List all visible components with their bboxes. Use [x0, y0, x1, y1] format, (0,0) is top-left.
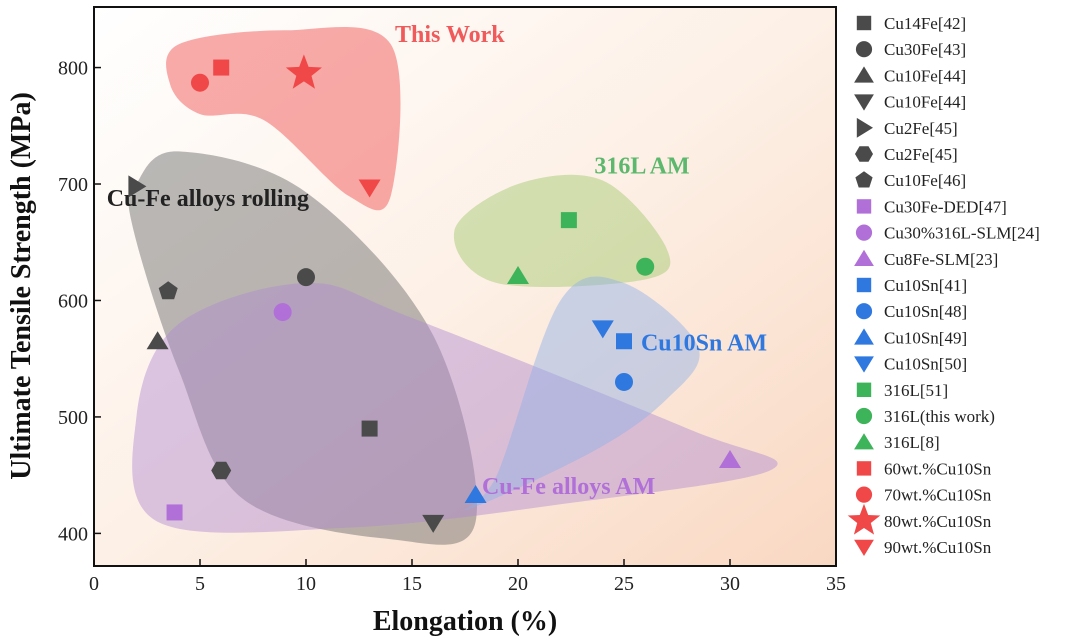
- x-axis: 0 5 10 15 20 25 30 35: [89, 559, 846, 595]
- point-3-0: [422, 514, 445, 533]
- region-label-3: Cu-Fe alloys AM: [482, 474, 655, 500]
- legend-marker-18: [855, 486, 873, 503]
- y-axis-title: Ultimate Tensile Strength (MPa): [6, 92, 37, 480]
- legend-marker-19: [847, 503, 881, 535]
- x-tick-label: 0: [89, 573, 99, 595]
- legend-marker-17: [856, 461, 872, 476]
- x-axis-title: Elongation (%): [373, 606, 557, 637]
- point-11-0: [615, 372, 633, 391]
- legend-label-2: Cu10Fe[44]: [884, 66, 966, 85]
- point-16-0: [507, 266, 529, 285]
- point-2-0: [146, 331, 169, 350]
- legend-label-6: Cu10Fe[46]: [884, 171, 966, 190]
- point-1-0: [297, 268, 315, 287]
- point-7-0: [166, 504, 183, 521]
- x-tick-label: 15: [402, 573, 422, 595]
- region-2: [128, 151, 477, 545]
- point-12-0: [464, 484, 487, 503]
- data-points: [128, 54, 741, 533]
- legend-marker-15: [855, 407, 873, 425]
- legend-marker-14: [856, 382, 872, 397]
- point-0-0: [361, 420, 378, 437]
- legend-label-12: Cu10Sn[49]: [884, 328, 967, 347]
- legend-marker-0: [856, 15, 872, 31]
- legend-marker-5: [855, 146, 873, 162]
- region-3: [132, 282, 778, 533]
- region-1: [453, 174, 671, 288]
- legend-marker-10: [856, 277, 872, 293]
- legend-marker-16: [854, 433, 874, 450]
- point-13-0: [591, 320, 614, 339]
- legend-label-19: 80wt.%Cu10Sn: [884, 512, 992, 531]
- legend-label-4: Cu2Fe[45]: [884, 119, 958, 138]
- legend-label-14: 316L[51]: [884, 381, 948, 400]
- legend-label-17: 60wt.%Cu10Sn: [884, 459, 992, 478]
- x-tick-label: 30: [720, 573, 740, 595]
- region-label-2: Cu-Fe alloys rolling: [107, 186, 309, 212]
- y-tick-label: 500: [58, 407, 88, 429]
- legend-label-8: Cu30%316L-SLM[24]: [884, 224, 1040, 243]
- y-tick-label: 800: [58, 58, 88, 80]
- point-5-0: [211, 461, 232, 480]
- x-tick-label: 5: [195, 573, 205, 595]
- legend-label-10: Cu10Sn[41]: [884, 276, 967, 295]
- x-tick-label: 10: [296, 573, 316, 595]
- point-15-0: [636, 257, 655, 276]
- legend-marker-9: [854, 249, 874, 266]
- region-label-0: This Work: [395, 22, 505, 48]
- legend-label-9: Cu8Fe-SLM[23]: [884, 250, 998, 269]
- plot-frame: [93, 6, 837, 567]
- legend-marker-4: [856, 117, 873, 138]
- region-label-4: Cu10Sn AM: [641, 331, 767, 357]
- legend-label-15: 316L(this work): [884, 407, 995, 426]
- legend-label-1: Cu30Fe[43]: [884, 40, 966, 59]
- legend-label-0: Cu14Fe[42]: [884, 14, 966, 33]
- legend-marker-20: [854, 539, 874, 556]
- y-tick-label: 400: [58, 523, 88, 545]
- legend-label-20: 90wt.%Cu10Sn: [884, 538, 992, 557]
- legend-marker-7: [856, 199, 872, 214]
- y-tick-label: 700: [58, 174, 88, 196]
- y-axis: 400 500 600 700 800: [58, 58, 101, 545]
- point-4-0: [128, 175, 147, 198]
- point-20-0: [358, 179, 381, 198]
- point-6-0: [158, 281, 178, 300]
- legend-marker-6: [855, 171, 873, 188]
- x-tick-label: 35: [826, 573, 846, 595]
- legend: Cu14Fe[42] Cu30Fe[43] Cu10Fe[44] Cu10Fe[44]…: [847, 14, 1040, 557]
- point-18-0: [191, 73, 209, 92]
- legend-marker-8: [855, 224, 873, 241]
- legend-label-11: Cu10Sn[48]: [884, 302, 967, 321]
- legend-marker-1: [855, 41, 873, 58]
- point-10-0: [616, 333, 632, 350]
- legend-marker-13: [854, 356, 874, 373]
- legend-marker-11: [855, 303, 873, 320]
- legend-marker-2: [854, 66, 874, 83]
- point-14-0: [560, 212, 577, 229]
- legend-marker-3: [854, 94, 874, 111]
- regions: [128, 26, 778, 545]
- legend-label-5: Cu2Fe[45]: [884, 145, 958, 164]
- legend-label-18: 70wt.%Cu10Sn: [884, 486, 992, 505]
- legend-label-16: 316L[8]: [884, 433, 940, 452]
- legend-label-3: Cu10Fe[44]: [884, 93, 966, 112]
- region-4: [460, 276, 700, 512]
- legend-label-13: Cu10Sn[50]: [884, 355, 967, 374]
- x-tick-label: 20: [508, 573, 528, 595]
- point-17-0: [213, 59, 230, 76]
- region-label-1: 316L AM: [594, 154, 689, 180]
- y-tick-label: 600: [58, 290, 88, 312]
- x-tick-label: 25: [614, 573, 634, 595]
- legend-label-7: Cu30Fe-DED[47]: [884, 197, 1007, 216]
- point-19-0: [285, 54, 322, 89]
- point-8-0: [273, 303, 292, 322]
- point-9-0: [719, 450, 741, 469]
- region-labels: This Work 316L AM Cu-Fe alloys rolling Cu-F…: [107, 22, 767, 500]
- legend-marker-12: [854, 328, 874, 345]
